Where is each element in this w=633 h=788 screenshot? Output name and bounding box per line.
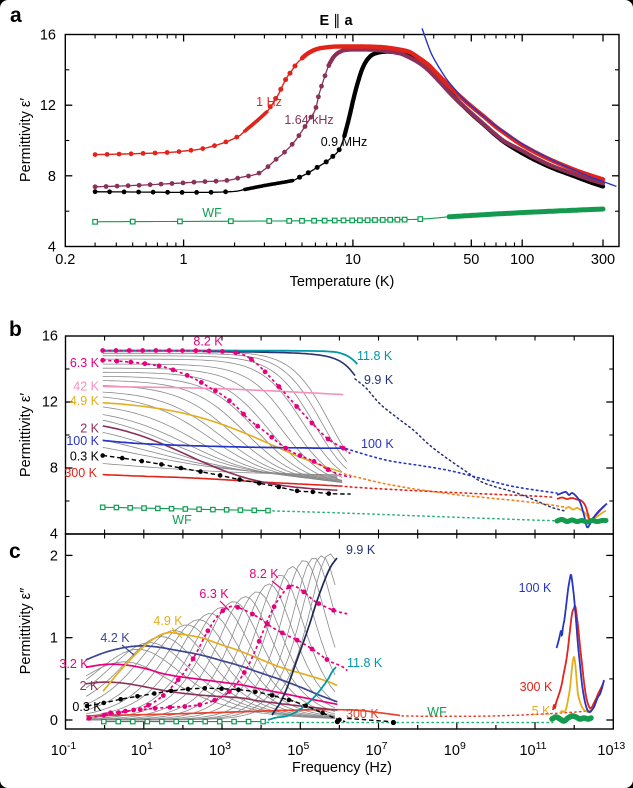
svg-text:4: 4 <box>48 240 56 256</box>
svg-text:4: 4 <box>50 527 58 543</box>
svg-text:100: 100 <box>510 252 534 268</box>
svg-text:11.8 K: 11.8 K <box>347 656 383 670</box>
svg-text:11.8 K: 11.8 K <box>357 349 393 363</box>
svg-text:12: 12 <box>40 98 56 114</box>
svg-text:1: 1 <box>180 252 188 268</box>
svg-text:2 K: 2 K <box>80 679 99 693</box>
svg-text:4.9 K: 4.9 K <box>153 614 183 628</box>
svg-text:3.2 K: 3.2 K <box>59 657 89 671</box>
svg-text:Permittivity ε″: Permittivity ε″ <box>18 588 34 675</box>
svg-text:8: 8 <box>50 461 58 477</box>
svg-text:42 K: 42 K <box>73 380 99 394</box>
svg-text:0.3 K: 0.3 K <box>72 700 102 714</box>
svg-text:6.3 K: 6.3 K <box>70 356 100 370</box>
svg-text:Temperature (K): Temperature (K) <box>290 274 395 290</box>
svg-text:9.9 K: 9.9 K <box>346 543 376 557</box>
svg-text:8.2 K: 8.2 K <box>193 335 223 349</box>
svg-text:300 K: 300 K <box>346 707 379 721</box>
svg-text:2: 2 <box>50 548 58 564</box>
svg-text:4.9 K: 4.9 K <box>70 394 100 408</box>
svg-text:12: 12 <box>42 395 58 411</box>
svg-text:16: 16 <box>40 28 56 44</box>
svg-text:0.2: 0.2 <box>55 252 75 268</box>
svg-text:1.64 kHz: 1.64 kHz <box>284 113 333 127</box>
svg-text:300 K: 300 K <box>64 466 97 480</box>
svg-text:Permittivity ε′: Permittivity ε′ <box>18 393 34 477</box>
svg-text:100 K: 100 K <box>361 437 394 451</box>
svg-text:100 K: 100 K <box>519 581 552 595</box>
svg-text:2 K: 2 K <box>80 422 99 436</box>
svg-text:5 K: 5 K <box>532 704 551 718</box>
svg-text:WF: WF <box>172 513 192 527</box>
svg-text:E ∥ a: E ∥ a <box>319 13 353 29</box>
svg-text:0.3 K: 0.3 K <box>70 450 100 464</box>
svg-text:8.2 K: 8.2 K <box>249 567 279 581</box>
svg-text:Permittivity ε′: Permittivity ε′ <box>18 98 34 182</box>
svg-text:b: b <box>9 318 22 341</box>
svg-text:1 Hz: 1 Hz <box>256 95 282 109</box>
svg-text:9.9 K: 9.9 K <box>364 373 394 387</box>
svg-text:6.3 K: 6.3 K <box>199 587 229 601</box>
svg-text:Frequency (Hz): Frequency (Hz) <box>292 760 392 776</box>
svg-text:WF: WF <box>427 705 447 719</box>
svg-text:16: 16 <box>42 329 58 345</box>
svg-text:10: 10 <box>345 252 361 268</box>
svg-text:WF: WF <box>202 206 222 220</box>
svg-text:0.9 MHz: 0.9 MHz <box>321 135 368 149</box>
svg-text:c: c <box>9 540 21 563</box>
svg-text:300 K: 300 K <box>520 680 553 694</box>
svg-text:8: 8 <box>48 169 56 185</box>
svg-text:300: 300 <box>591 252 615 268</box>
svg-text:100 K: 100 K <box>66 434 99 448</box>
svg-text:50: 50 <box>463 252 479 268</box>
svg-text:1: 1 <box>50 631 58 647</box>
svg-text:a: a <box>10 4 22 27</box>
svg-text:0: 0 <box>50 713 58 729</box>
svg-text:4.2 K: 4.2 K <box>100 631 130 645</box>
